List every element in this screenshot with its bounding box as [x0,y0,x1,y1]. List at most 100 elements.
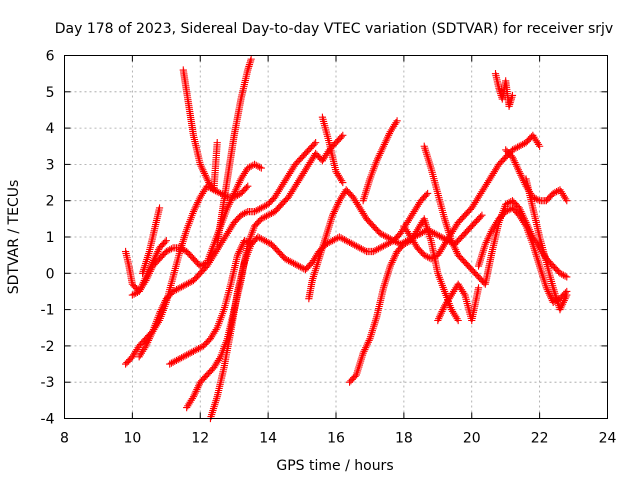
data-point [482,238,490,247]
data-point [551,188,559,197]
data-point [271,193,279,201]
data-point [357,206,365,214]
series-arc-18 [474,204,571,306]
data-point [289,259,298,267]
data-point [179,246,187,254]
data-point [211,249,219,257]
data-point [189,393,198,401]
data-point [212,247,220,256]
data-point [215,188,223,197]
chart-title: Day 178 of 2023, Sidereal Day-to-day VTE… [55,21,613,37]
data-point [377,148,385,156]
data-point [382,137,390,145]
data-point [386,262,394,270]
data-point [371,247,379,255]
data-point [190,391,198,399]
data-point [514,166,523,174]
data-point [362,344,370,352]
axis-ticks [64,55,608,419]
data-point [493,164,501,172]
data-point [143,275,151,283]
data-point [204,177,212,185]
data-point [334,198,343,207]
data-point [560,193,569,201]
data-point [511,158,519,167]
data-point [213,139,221,147]
data-point [259,203,267,211]
data-point [236,246,244,254]
data-point [402,226,410,234]
data-point [450,226,458,234]
data-point [264,211,272,219]
data-point [138,347,147,355]
data-point [184,279,192,287]
data-point [333,169,341,178]
data-point [186,349,194,357]
data-point [240,209,248,218]
data-point [558,189,566,198]
data-point [293,261,301,269]
data-point [403,218,411,227]
data-point [361,345,369,354]
data-point [144,338,152,346]
data-point [333,202,341,210]
data-point [496,88,504,96]
data-point [373,155,382,163]
data-point [455,282,463,290]
data-point [508,146,517,154]
data-point [411,240,419,248]
data-point [157,306,165,314]
data-point [210,364,218,372]
data-point [512,144,520,152]
data-point [437,309,445,317]
data-point [359,246,367,254]
data-point [330,236,338,244]
series-arc-06 [166,237,255,368]
series-arc-11 [305,186,486,303]
data-point [206,335,215,343]
data-point [214,244,222,252]
data-point [416,222,424,230]
data-point [278,182,286,190]
data-point [513,143,522,151]
data-point [214,356,222,365]
data-point [391,237,399,246]
data-point [135,287,143,296]
x-tick-label: 8 [60,431,69,447]
data-point [337,133,346,141]
data-point [515,142,523,150]
data-point [378,243,386,251]
data-point [422,191,430,199]
data-point [472,197,480,205]
data-point [411,206,419,214]
data-point [291,260,299,268]
data-point [332,204,340,212]
data-point [549,298,557,306]
data-point [369,247,377,256]
data-point [194,198,202,207]
series-arc-05 [138,204,164,277]
data-point [430,253,439,261]
data-point [228,195,236,203]
data-point [344,237,352,246]
data-point [188,394,196,403]
data-point [516,169,524,178]
y-tick-label: 1 [46,230,55,246]
data-point [164,247,172,255]
data-point [284,256,293,265]
data-point [521,220,529,228]
data-point [200,168,208,176]
data-point [177,354,186,362]
data-point [292,180,301,188]
data-point [405,231,414,239]
x-tick-label: 22 [531,431,549,447]
data-point [247,162,255,170]
data-point [284,193,293,201]
data-point [184,350,192,358]
data-point [453,315,461,323]
data-point [206,256,215,265]
data-point [140,345,148,354]
data-point [452,247,461,256]
data-point [354,243,362,251]
data-point [245,60,254,69]
